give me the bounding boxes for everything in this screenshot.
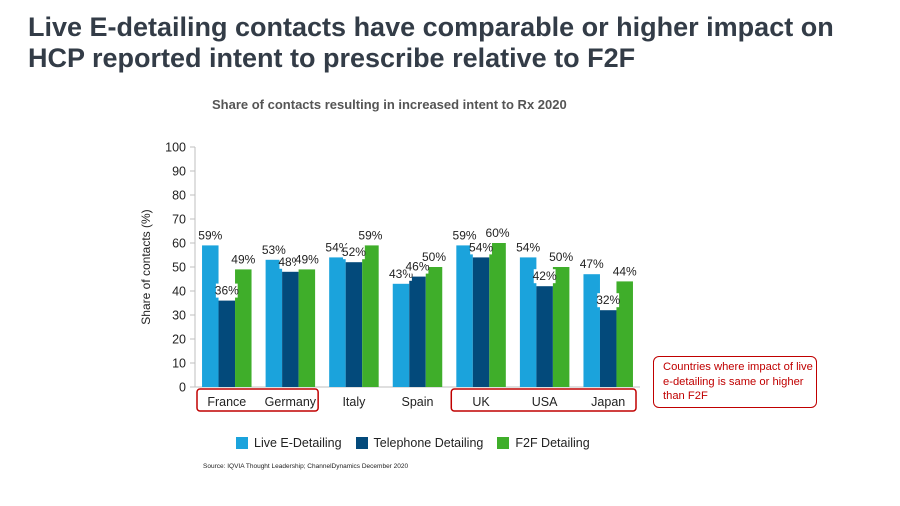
x-tick-label-japan: Japan: [591, 395, 625, 409]
data-label-bg-f2f-detailing-japan: [613, 264, 636, 279]
bar-telephone-detailing-usa: [536, 286, 553, 387]
data-label-telephone-detailing-japan: 32%: [596, 293, 620, 307]
bar-telephone-detailing-japan: [599, 310, 617, 387]
data-label-bg-f2f-detailing-spain: [423, 250, 445, 264]
y-tick-label: 10: [172, 357, 186, 371]
bar-f2f-detailing-italy: [362, 245, 379, 387]
data-label-live-e-detailing-japan: 47%: [580, 257, 604, 271]
data-label-bg-telephone-detailing-italy: [343, 245, 365, 260]
bar-f2f-detailing-spain: [425, 267, 443, 387]
legend-swatch-live-e-detailing: [236, 437, 248, 449]
bar-live-e-detailing-france: [202, 245, 219, 387]
data-label-bg-live-e-detailing-usa: [517, 240, 540, 255]
x-tick-label-france: France: [207, 395, 246, 409]
data-label-live-e-detailing-uk: 59%: [453, 228, 477, 242]
legend-label-live-e-detailing: Live E-Detailing: [254, 436, 342, 450]
data-label-f2f-detailing-france: 49%: [231, 252, 255, 266]
highlight-callout: Countries where impact of live e-detaili…: [653, 356, 817, 408]
data-label-bg-telephone-detailing-germany: [279, 254, 302, 269]
data-label-f2f-detailing-spain: 50%: [422, 250, 446, 264]
legend-item-f2f-detailing: F2F Detailing: [497, 436, 590, 450]
x-tick-label-usa: USA: [532, 395, 558, 409]
bar-f2f-detailing-france: [235, 269, 252, 387]
highlight-box-2: [450, 388, 637, 412]
chart-legend: Live E-Detailing Telephone Detailing F2F…: [236, 436, 604, 450]
bar-telephone-detailing-spain: [409, 276, 426, 387]
bar-f2f-detailing-germany: [298, 269, 316, 387]
data-label-f2f-detailing-italy: 59%: [358, 228, 382, 242]
bar-telephone-detailing-france: [218, 300, 236, 387]
bar-f2f-detailing-japan: [616, 281, 633, 387]
data-label-telephone-detailing-italy: 52%: [342, 245, 366, 259]
legend-item-live-e-detailing: Live E-Detailing: [236, 436, 342, 450]
highlight-box-1: [196, 388, 319, 412]
y-tick-label: 90: [172, 165, 186, 179]
data-label-bg-live-e-detailing-germany: [262, 242, 285, 257]
data-label-bg-telephone-detailing-france: [215, 283, 238, 298]
bar-telephone-detailing-germany: [282, 271, 299, 387]
bar-f2f-detailing-uk: [489, 243, 506, 387]
data-label-f2f-detailing-uk: 60%: [486, 226, 510, 240]
y-tick-label: 30: [172, 309, 186, 323]
data-label-bg-f2f-detailing-germany: [295, 252, 318, 267]
data-label-live-e-detailing-germany: 53%: [262, 243, 286, 257]
data-label-bg-f2f-detailing-usa: [550, 250, 573, 264]
data-label-f2f-detailing-japan: 44%: [613, 264, 637, 278]
y-tick-label: 0: [179, 381, 186, 395]
y-tick-label: 100: [165, 141, 186, 155]
bar-live-e-detailing-japan: [583, 274, 600, 387]
y-tick-label: 80: [172, 189, 186, 203]
y-tick-label: 70: [172, 213, 186, 227]
data-label-bg-telephone-detailing-japan: [597, 293, 620, 308]
data-label-bg-telephone-detailing-usa: [533, 269, 556, 284]
data-label-bg-live-e-detailing-uk: [453, 228, 476, 243]
data-label-telephone-detailing-uk: 54%: [469, 240, 493, 254]
legend-swatch-telephone-detailing: [355, 437, 368, 449]
source-note: Source: IQVIA Thought Leadership; Channe…: [203, 463, 409, 470]
data-label-bg-live-e-detailing-japan: [580, 257, 603, 272]
data-label-f2f-detailing-germany: 49%: [295, 252, 319, 266]
data-label-bg-f2f-detailing-france: [232, 252, 255, 267]
data-label-bg-telephone-detailing-spain: [406, 259, 429, 274]
y-tick-label: 60: [172, 237, 186, 251]
bar-live-e-detailing-germany: [265, 259, 283, 387]
x-tick-label-uk: UK: [472, 395, 490, 409]
data-label-bg-live-e-detailing-italy: [326, 240, 349, 255]
bar-live-e-detailing-italy: [329, 257, 346, 387]
bar-live-e-detailing-uk: [456, 245, 473, 387]
y-tick-label: 40: [172, 285, 186, 299]
x-tick-label-spain: Spain: [402, 395, 434, 409]
data-label-telephone-detailing-usa: 42%: [533, 269, 557, 283]
legend-swatch-f2f-detailing: [497, 437, 510, 449]
bar-telephone-detailing-uk: [472, 257, 490, 387]
data-label-telephone-detailing-france: 36%: [215, 284, 239, 298]
y-tick-label: 50: [172, 261, 186, 275]
slide-title: Live E-detailing contacts have comparabl…: [28, 12, 834, 73]
bar-live-e-detailing-usa: [519, 257, 537, 387]
data-label-live-e-detailing-france: 59%: [198, 228, 222, 242]
bar-telephone-detailing-italy: [345, 262, 363, 387]
y-axis-label: Share of contacts (%): [139, 209, 153, 324]
bar-live-e-detailing-spain: [392, 283, 410, 387]
data-label-bg-f2f-detailing-italy: [359, 228, 382, 243]
data-label-f2f-detailing-usa: 50%: [549, 250, 573, 264]
chart-title: Share of contacts resulting in increased…: [212, 97, 567, 112]
y-tick-label: 20: [172, 333, 186, 347]
x-tick-label-italy: Italy: [342, 395, 366, 409]
data-label-live-e-detailing-usa: 54%: [516, 240, 540, 254]
x-tick-label-germany: Germany: [265, 395, 317, 409]
data-label-bg-f2f-detailing-uk: [486, 226, 509, 240]
legend-label-f2f-detailing: F2F Detailing: [515, 436, 590, 450]
data-label-bg-telephone-detailing-uk: [470, 240, 492, 255]
bar-f2f-detailing-usa: [552, 267, 570, 387]
legend-label-telephone-detailing: Telephone Detailing: [373, 436, 484, 450]
data-label-bg-live-e-detailing-france: [199, 228, 222, 243]
legend-item-telephone-detailing: Telephone Detailing: [355, 436, 484, 450]
data-label-bg-live-e-detailing-spain: [390, 266, 412, 281]
